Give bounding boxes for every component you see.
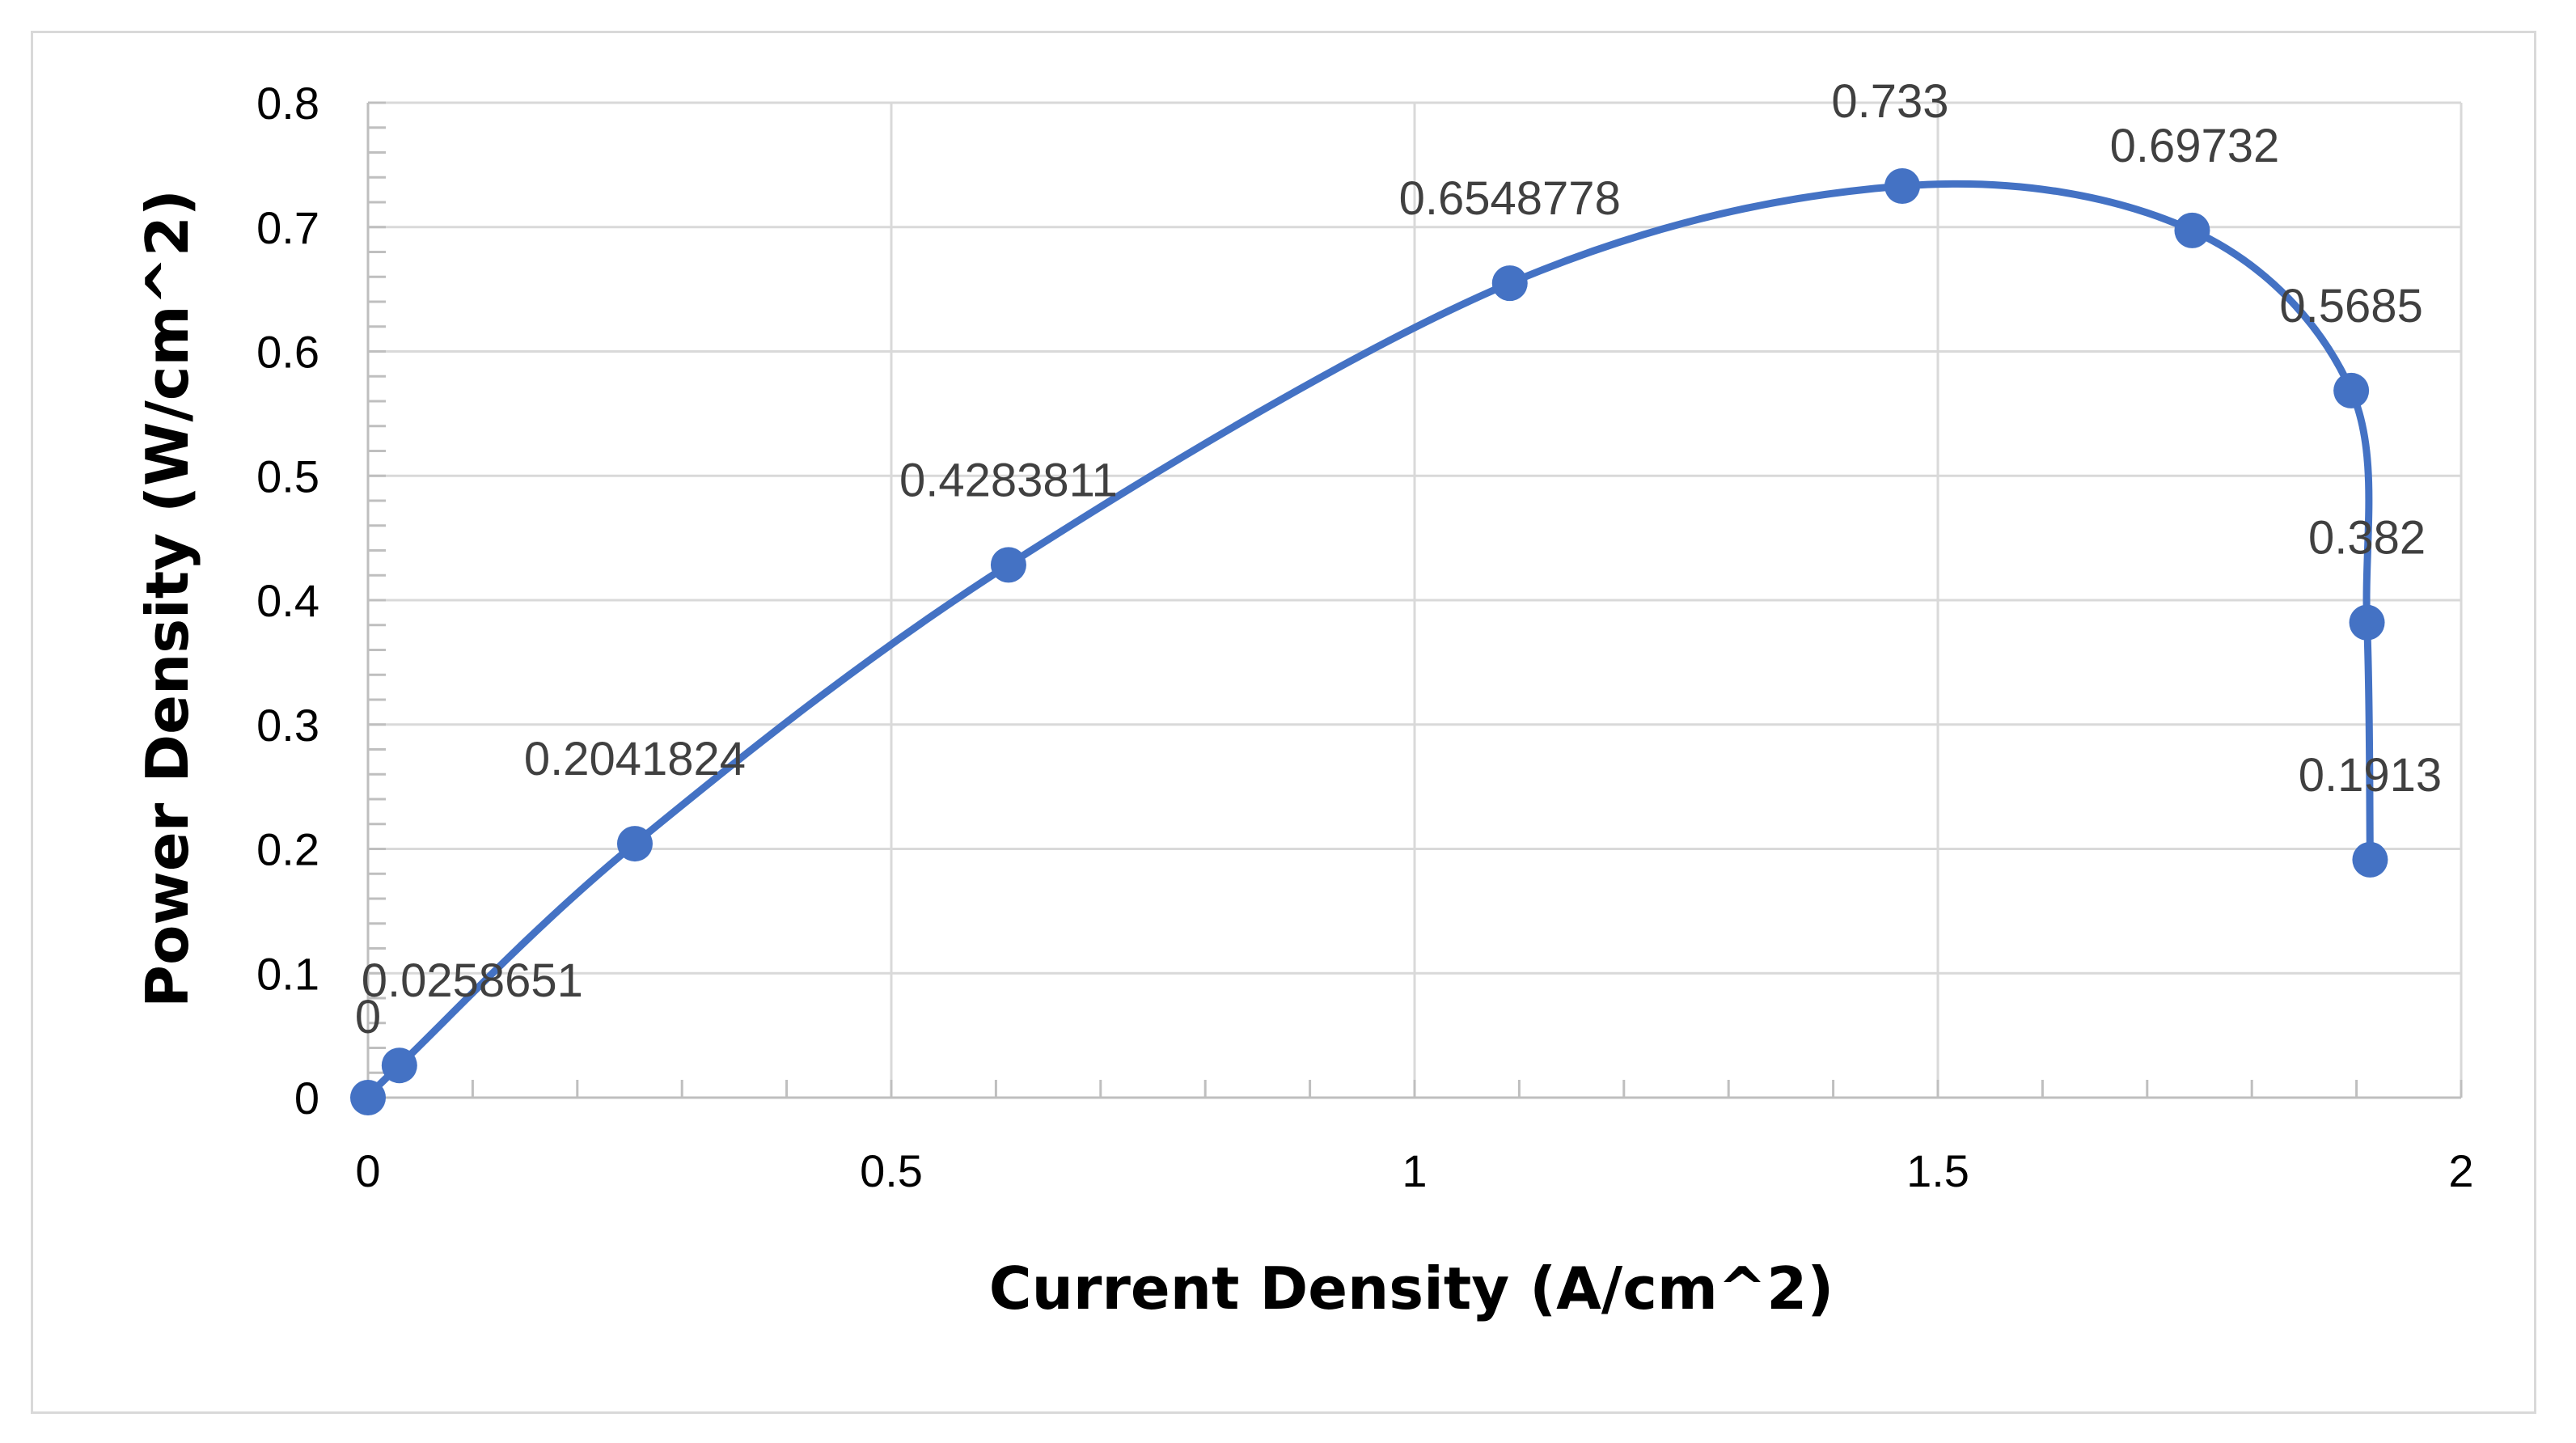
data-labels: 00.0258651 0.2041824 0.4283811 0.6548778 0.7… — [355, 75, 2442, 1043]
y-tick-label: 0.6 — [256, 327, 319, 378]
x-tick-label: 0 — [355, 1145, 380, 1196]
data-point — [2352, 841, 2388, 878]
x-tick-label: 2 — [2448, 1145, 2473, 1196]
y-tick-label: 0.1 — [256, 948, 319, 999]
y-tick-label: 0 — [294, 1073, 319, 1124]
y-tick-label: 0.3 — [256, 700, 319, 751]
y-tick-label: 0.8 — [256, 78, 319, 129]
x-tick-label: 1.5 — [1906, 1145, 1969, 1196]
data-label: 0.1913 — [2299, 749, 2442, 802]
y-axis-title: Power Density (W/cm^2) — [133, 189, 201, 1008]
y-tick-label: 0.7 — [256, 202, 319, 253]
chart-frame — [31, 31, 2536, 1414]
data-label: 0.733 — [1831, 75, 1948, 128]
series-line — [364, 180, 2374, 1102]
data-label: 0.6548778 — [1399, 172, 1621, 225]
data-label: 0.5685 — [2279, 280, 2422, 332]
y-tick-label: 0.4 — [256, 575, 319, 626]
axes — [366, 101, 2463, 1099]
data-point — [2333, 372, 2370, 408]
data-point — [2349, 604, 2385, 641]
data-point — [2174, 212, 2210, 248]
data-label: 0.0258651 — [362, 954, 583, 1007]
tick-labels: 0 0.1 0.2 0.3 0.4 0.5 0.6 0.7 0.8 0 0.5 1 1.5 2 — [256, 78, 2473, 1196]
data-label: 0.4283811 — [899, 454, 1118, 506]
x-tick-label: 1 — [1402, 1145, 1427, 1196]
data-series — [350, 168, 2388, 1115]
x-axis-title: Current Density (A/cm^2) — [989, 1255, 1834, 1322]
data-point — [616, 826, 653, 862]
y-tick-label: 0.2 — [256, 824, 319, 875]
data-label: 0.382 — [2308, 512, 2426, 565]
data-point — [990, 547, 1026, 583]
x-tick-label: 0.5 — [860, 1145, 923, 1196]
data-point — [350, 1080, 386, 1115]
data-label: 0.2041824 — [524, 733, 746, 785]
data-point — [381, 1047, 417, 1084]
y-tick-label: 0.5 — [256, 451, 319, 501]
data-label: 0 — [355, 991, 381, 1043]
data-point — [1491, 265, 1528, 302]
data-point — [1884, 168, 1921, 205]
data-label: 0.69732 — [2110, 120, 2280, 172]
gridlines — [368, 101, 2463, 1098]
